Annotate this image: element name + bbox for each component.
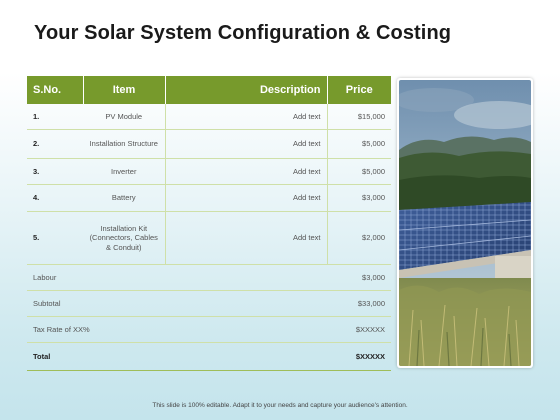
row-description: Add text	[165, 158, 328, 185]
solar-panels-photo	[399, 80, 531, 366]
solar-panels-photo-frame	[397, 78, 533, 368]
row-price: $15,000	[327, 104, 391, 130]
summary-value: $XXXXX	[327, 316, 391, 343]
row-price: $2,000	[327, 211, 391, 265]
total-row: Total $XXXXX	[27, 342, 391, 371]
summary-label: Subtotal	[27, 290, 327, 317]
row-number: 2.	[27, 129, 83, 159]
table-row: 3. Inverter Add text $5,000	[27, 158, 391, 185]
row-number: 3.	[27, 158, 83, 185]
summary-value: $33,000	[327, 290, 391, 317]
row-item: Inverter	[83, 158, 166, 185]
row-price: $5,000	[327, 158, 391, 185]
summary-label: Labour	[27, 264, 327, 291]
table-row: 4. Battery Add text $3,000	[27, 184, 391, 212]
costing-table: S.No. Item Description Price 1. PV Modul…	[27, 76, 391, 371]
table-row: 2. Installation Structure Add text $5,00…	[27, 129, 391, 159]
header-sno: S.No.	[27, 76, 84, 104]
summary-value: $3,000	[327, 264, 391, 291]
row-price: $3,000	[327, 184, 391, 212]
slide-title: Your Solar System Configuration & Costin…	[34, 22, 452, 44]
row-number: 5.	[27, 211, 83, 265]
summary-row-labour: Labour $3,000	[27, 264, 391, 291]
summary-row-tax: Tax Rate of XX% $XXXXX	[27, 316, 391, 343]
total-value: $XXXXX	[327, 342, 391, 371]
row-price: $5,000	[327, 129, 391, 159]
row-item: Installation Kit (Connectors, Cables & C…	[83, 211, 166, 265]
row-number: 4.	[27, 184, 83, 212]
header-price: Price	[327, 76, 391, 104]
table-row: 1. PV Module Add text $15,000	[27, 104, 391, 130]
summary-label: Tax Rate of XX%	[27, 316, 327, 343]
table-header-row: S.No. Item Description Price	[27, 76, 391, 104]
row-description: Add text	[165, 129, 328, 159]
row-item: Installation Structure	[83, 129, 166, 159]
summary-row-subtotal: Subtotal $33,000	[27, 290, 391, 317]
row-item: Battery	[83, 184, 166, 212]
row-number: 1.	[27, 104, 83, 130]
row-description: Add text	[165, 211, 328, 265]
row-item: PV Module	[83, 104, 166, 130]
header-item: Item	[83, 76, 166, 104]
table-row: 5. Installation Kit (Connectors, Cables …	[27, 211, 391, 265]
header-description: Description	[165, 76, 328, 104]
row-description: Add text	[165, 104, 328, 130]
solar-panels-image	[399, 80, 531, 366]
total-label: Total	[27, 342, 327, 371]
slide-footer-note: This slide is 100% editable. Adapt it to…	[152, 402, 408, 409]
row-description: Add text	[165, 184, 328, 212]
